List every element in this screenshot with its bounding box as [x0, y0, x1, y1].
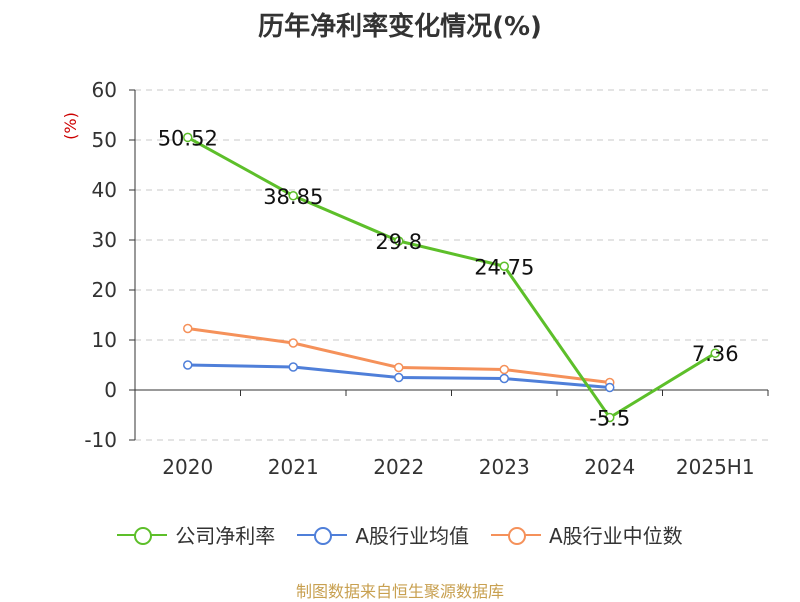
data-label-2020: 50.52	[158, 126, 218, 150]
series-1-point-2022	[394, 372, 404, 383]
x-tick-label-2021: 2021	[268, 455, 319, 479]
x-tick-label-2020: 2020	[162, 455, 213, 479]
data-label-2025H1: 7.36	[692, 342, 739, 366]
legend-item-industry-mean[interactable]: A股行业均值	[297, 520, 469, 549]
x-tick-label-2025H1: 2025H1	[676, 455, 755, 479]
legend-symbol-industry-median	[491, 525, 541, 545]
y-axis-label: (%)	[61, 112, 80, 140]
series-1-point-2021	[288, 362, 298, 372]
series-0-point-2024	[605, 412, 615, 423]
series-0-point-2020	[183, 132, 193, 143]
data-label-2022: 29.8	[375, 230, 422, 254]
legend-item-industry-median[interactable]: A股行业中位数	[491, 520, 683, 549]
data-label-2021: 38.85	[263, 185, 323, 209]
legend: 公司净利率 A股行业均值 A股行业中位数	[0, 520, 800, 549]
series-2-point-2020	[183, 323, 193, 334]
data-label-2024: -5.5	[589, 407, 630, 431]
legend-label-company: 公司净利率	[175, 524, 276, 548]
y-tick-label--10: -10	[84, 428, 117, 452]
x-tick-label-2024: 2024	[584, 455, 635, 479]
y-tick-label-50: 50	[92, 128, 117, 152]
legend-symbol-industry-mean	[297, 525, 348, 545]
series-1-point-2023	[499, 373, 509, 384]
legend-label-industry-median: A股行业中位数	[549, 524, 683, 548]
series-2-point-2022	[394, 362, 404, 373]
series-line-0	[187, 136, 717, 419]
series-1-point-2020	[183, 360, 193, 370]
series-0-point-2022	[394, 236, 404, 246]
series-2-point-2023	[499, 364, 509, 375]
y-tick-label-10: 10	[92, 328, 117, 352]
legend-label-industry-mean: A股行业均值	[355, 524, 469, 548]
legend-symbol-company	[117, 525, 168, 545]
x-tick-label-2023: 2023	[479, 455, 530, 479]
series-0-point-2021	[288, 191, 298, 201]
y-tick-label-0: 0	[104, 378, 117, 402]
data-label-2023: 24.75	[474, 255, 534, 279]
series-0-point-2025H1	[710, 348, 720, 358]
series-2-point-2021	[288, 338, 298, 348]
series-1-point-2024	[605, 382, 615, 393]
y-tick-label-40: 40	[92, 178, 117, 202]
source-note: 制图数据来自恒生聚源数据库	[295, 582, 504, 601]
y-tick-label-30: 30	[92, 228, 117, 252]
y-tick-label-60: 60	[92, 78, 117, 102]
x-tick-label-2022: 2022	[373, 455, 424, 479]
series-0-point-2023	[499, 261, 509, 271]
y-tick-label-20: 20	[92, 278, 117, 302]
chart-title: 历年净利率变化情况(%)	[258, 12, 542, 42]
legend-item-company[interactable]: 公司净利率	[117, 520, 275, 549]
